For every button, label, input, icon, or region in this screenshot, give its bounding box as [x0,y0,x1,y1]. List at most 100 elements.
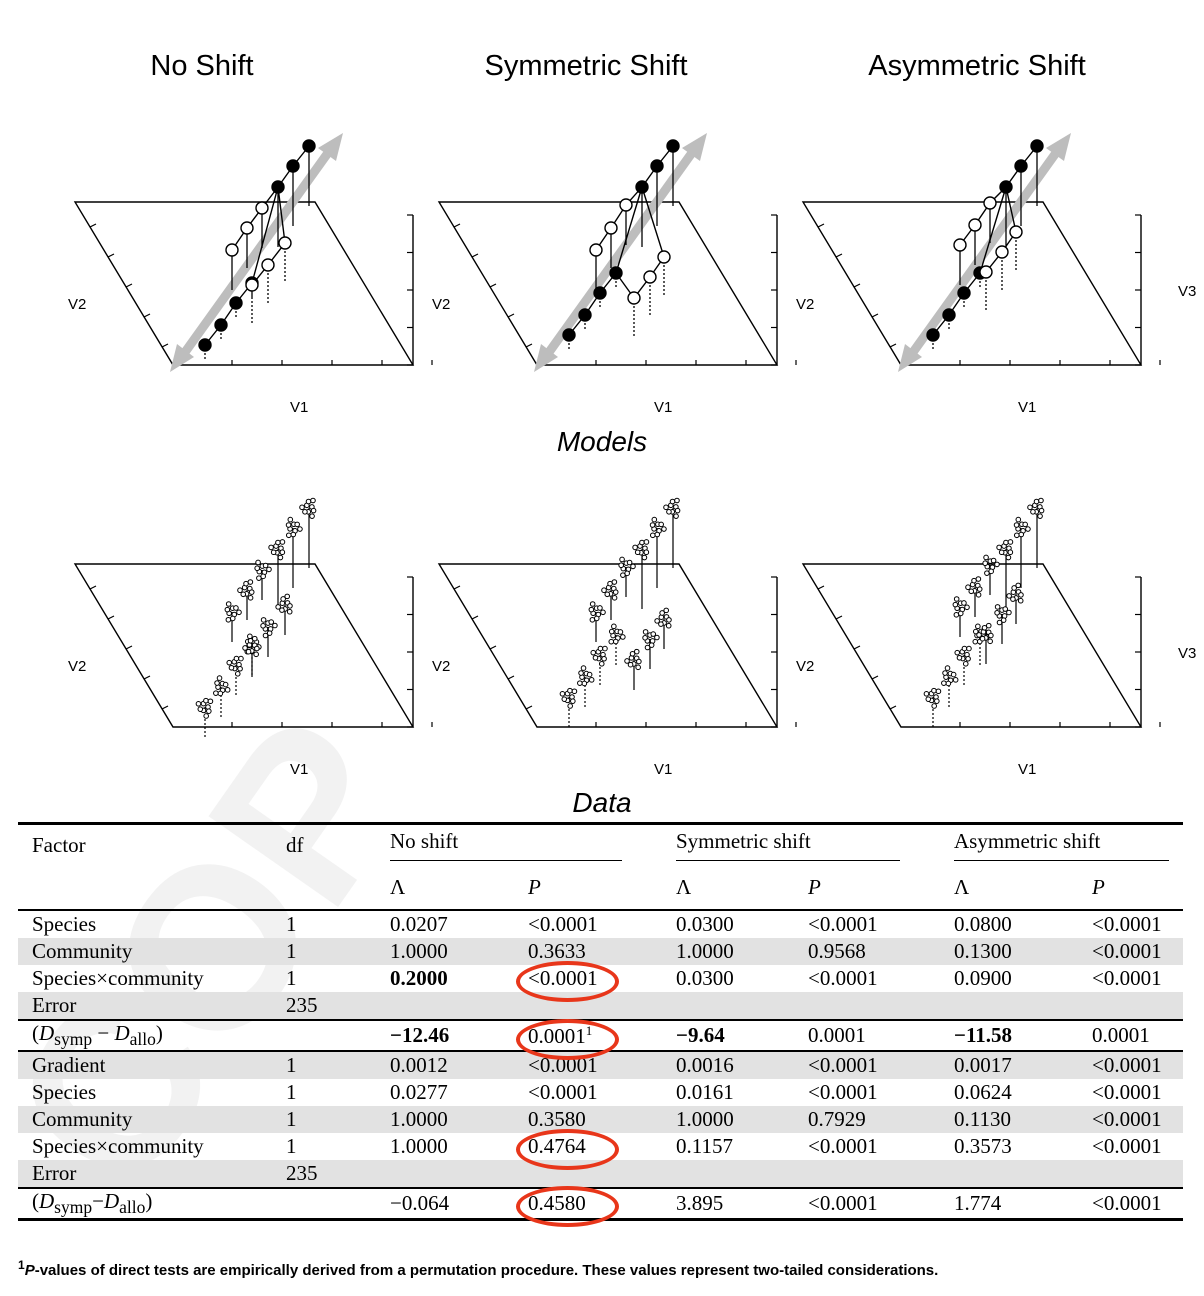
data-point [987,638,993,645]
table-row: Species 1 0.0207 <0.0001 0.0300 <0.0001 0.0… [18,909,1183,938]
data-point [643,549,650,556]
arrow-head [1046,133,1071,161]
y-tick [471,253,479,258]
data-point [636,658,642,665]
data-point [602,645,608,652]
highlight-circle: 0.4580 [528,1191,586,1216]
table-row-difference: (Dsymp−Dallo) −0.064 0.4580 3.895 <0.0001… [18,1187,1183,1222]
y-axis-label: V2 [68,658,86,675]
data-point [654,618,660,624]
y-axis-label: V2 [68,296,86,313]
data-point [608,638,615,645]
data-point [247,633,253,640]
data-point [608,628,615,635]
header-no-shift: No shift [376,822,662,865]
data-point [923,691,930,697]
data-point [1005,554,1012,561]
data-point [247,579,254,585]
connector [932,272,981,336]
data-point [285,522,292,528]
x-axis-label: V1 [290,399,308,416]
y-tick [107,615,115,620]
data-point [1033,498,1040,505]
data-point [648,642,655,648]
data-point [601,655,607,662]
data-point [600,609,606,616]
y-tick [161,705,169,710]
data-point [944,665,951,671]
data-point [658,521,664,528]
data-point [248,589,255,595]
filled-point [593,286,607,300]
open-point [225,243,239,257]
data-point [226,659,233,666]
header-asymmetric-shift: Asymmetric shift [940,822,1183,865]
data-point [635,664,641,671]
data-point [966,645,972,652]
open-point [1009,225,1023,239]
data-point [953,596,960,602]
data-point [268,544,274,551]
data-point [206,708,212,714]
data-point [931,687,937,694]
manova-table: Factor df No shift Symmetric shift Asymm… [18,822,1183,1222]
data-point [976,632,982,638]
y-tick [125,283,133,288]
data-point [626,559,633,566]
x-axis-label: V1 [290,761,308,778]
header-row: Factor df No shift Symmetric shift Asymm… [18,822,1183,865]
connector [615,145,674,274]
data-point [224,687,231,693]
table-row: Error 235 [18,1160,1183,1189]
y-tick [835,253,843,258]
data-point [302,509,308,515]
data-point [619,556,625,563]
data-point [260,622,266,629]
subheader-lambda: Λ [390,874,406,899]
data-point [214,680,220,686]
data-point [611,579,618,585]
data-point [984,570,990,576]
data-point [256,575,262,581]
table-row: Gradient 1 0.0012 <0.0001 0.0016 <0.0001 0.… [18,1051,1183,1080]
open-point [995,245,1009,259]
data-point [238,655,244,662]
data-point [1038,497,1044,504]
data-point [1002,606,1009,612]
data-point [654,634,660,641]
data-point [593,615,600,622]
data-point [237,587,243,594]
data-point [578,670,584,676]
data-point [222,681,229,688]
data-point [975,592,982,598]
open-point [589,243,603,257]
open-point [627,291,641,305]
data-point [630,563,636,570]
data-point [279,549,286,556]
data-point [279,539,286,545]
data-point [310,497,316,504]
data-point [216,675,223,681]
data-point [588,677,595,683]
open-point [968,218,982,232]
data-point [1018,592,1024,598]
data-point [597,645,604,652]
data-point [559,691,566,697]
data-point [213,690,219,696]
data-point [275,539,281,546]
data-point [225,601,232,607]
data-point [950,671,957,678]
data-point [285,532,292,539]
data-point [990,557,997,564]
y-tick [853,283,861,288]
open-point [657,250,671,264]
data-point [618,562,624,569]
y-tick [507,313,515,318]
y-tick [143,313,151,318]
data-point [203,697,209,704]
gray-arrow [543,147,698,358]
data-point [195,701,202,707]
data-point [976,586,983,592]
table-row: Species×community 1 0.2000 <0.0001 0.0300… [32,966,1162,990]
data-point [624,658,630,664]
